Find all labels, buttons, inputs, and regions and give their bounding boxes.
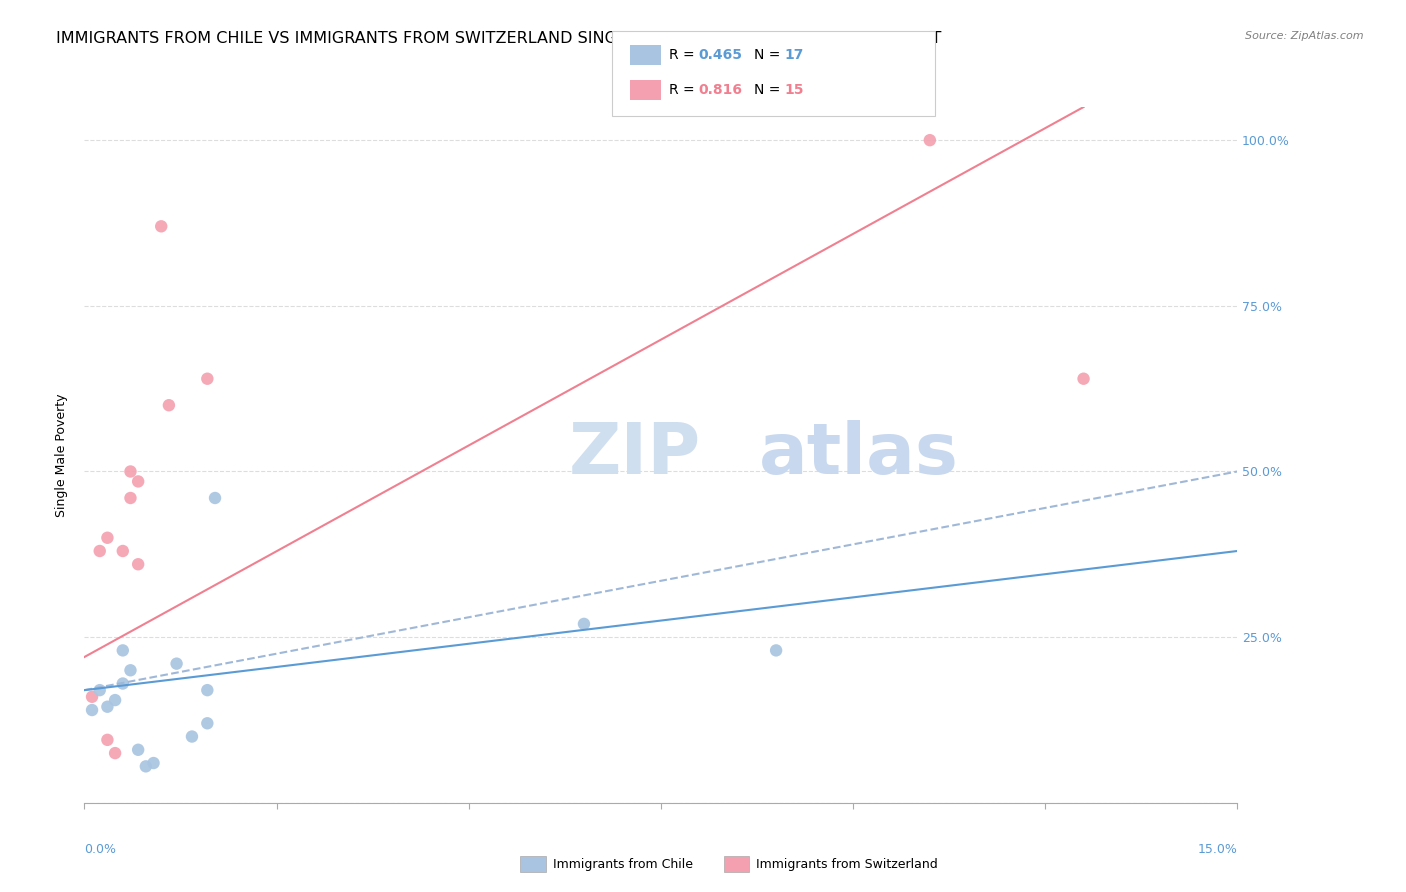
Point bbox=[80, 703, 103, 717]
Point bbox=[120, 465, 142, 479]
Text: 17: 17 bbox=[785, 48, 804, 62]
Point bbox=[111, 643, 134, 657]
Text: N =: N = bbox=[754, 48, 785, 62]
Point bbox=[572, 616, 595, 631]
Point bbox=[195, 716, 218, 731]
Point bbox=[127, 558, 149, 572]
Point bbox=[157, 398, 180, 412]
Text: atlas: atlas bbox=[759, 420, 959, 490]
Point bbox=[195, 372, 218, 386]
Text: N =: N = bbox=[754, 83, 785, 97]
Point bbox=[111, 676, 134, 690]
Text: 0.465: 0.465 bbox=[699, 48, 742, 62]
Point bbox=[120, 663, 142, 677]
Text: R =: R = bbox=[669, 48, 699, 62]
Point bbox=[120, 491, 142, 505]
Point bbox=[166, 657, 188, 671]
Text: Immigrants from Switzerland: Immigrants from Switzerland bbox=[756, 858, 938, 871]
Point bbox=[135, 759, 157, 773]
Text: Immigrants from Chile: Immigrants from Chile bbox=[553, 858, 693, 871]
Point bbox=[96, 699, 118, 714]
Point bbox=[765, 643, 787, 657]
Point bbox=[89, 544, 111, 558]
Point bbox=[104, 693, 127, 707]
Point bbox=[104, 746, 127, 760]
Point bbox=[195, 683, 218, 698]
Point bbox=[96, 732, 118, 747]
Text: R =: R = bbox=[669, 83, 699, 97]
Text: 0.816: 0.816 bbox=[699, 83, 742, 97]
Text: 15.0%: 15.0% bbox=[1198, 843, 1237, 856]
Text: IMMIGRANTS FROM CHILE VS IMMIGRANTS FROM SWITZERLAND SINGLE MALE POVERTY CORRELA: IMMIGRANTS FROM CHILE VS IMMIGRANTS FROM… bbox=[56, 31, 942, 46]
Point bbox=[1073, 372, 1095, 386]
Text: Source: ZipAtlas.com: Source: ZipAtlas.com bbox=[1246, 31, 1364, 41]
Point bbox=[181, 730, 204, 744]
Text: 15: 15 bbox=[785, 83, 804, 97]
Point bbox=[142, 756, 165, 770]
Point bbox=[204, 491, 226, 505]
Y-axis label: Single Male Poverty: Single Male Poverty bbox=[55, 393, 67, 516]
Point bbox=[127, 743, 149, 757]
Point bbox=[150, 219, 173, 234]
Text: 0.0%: 0.0% bbox=[84, 843, 117, 856]
Point bbox=[127, 475, 149, 489]
Point bbox=[89, 683, 111, 698]
Point bbox=[111, 544, 134, 558]
Point bbox=[918, 133, 941, 147]
Text: ZIP: ZIP bbox=[568, 420, 700, 490]
Point bbox=[80, 690, 103, 704]
Point bbox=[96, 531, 118, 545]
